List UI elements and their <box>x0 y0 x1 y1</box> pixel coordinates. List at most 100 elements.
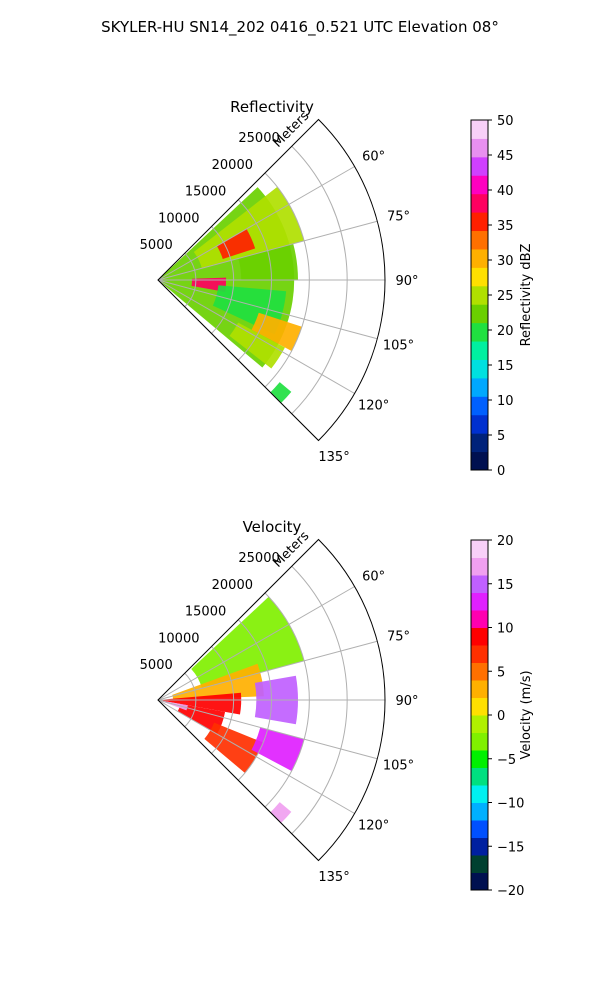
azimuth-spoke-60 <box>157 166 355 281</box>
range-tick-label: 20000 <box>212 578 253 593</box>
colorbar-swatch <box>471 120 488 139</box>
range-tick-label: 5000 <box>140 658 173 673</box>
colorbar-swatch <box>471 855 488 873</box>
colorbar-swatch <box>471 230 488 250</box>
echo-region-7 <box>251 727 305 772</box>
colorbar-tick-label: 0 <box>497 464 505 479</box>
colorbar-swatch <box>471 837 488 856</box>
colorbar-tick-label: 15 <box>497 578 514 593</box>
colorbar-swatch <box>471 750 488 768</box>
colorbar-tick-label: 20 <box>497 534 514 549</box>
echo-region-3 <box>238 243 298 280</box>
colorbar-tick-label: 15 <box>497 359 514 374</box>
azimuth-tick-label: 75° <box>387 630 410 645</box>
colorbar-tick-label: 25 <box>497 289 514 304</box>
colorbar-swatch <box>471 872 488 891</box>
colorbar-swatch <box>471 359 488 379</box>
colorbar-swatch <box>471 575 488 593</box>
colorbar-swatch <box>471 414 488 434</box>
azimuth-spoke-120 <box>157 279 355 394</box>
colorbar-swatch <box>471 248 488 268</box>
colorbar-swatch <box>471 396 488 416</box>
colorbar-tick-label: 35 <box>497 219 514 234</box>
azimuth-tick-label: 105° <box>383 338 414 353</box>
colorbar-swatch <box>471 304 488 324</box>
range-tick-label: 15000 <box>185 185 226 200</box>
echo-region-0 <box>191 596 305 689</box>
colorbar-tick-label: 50 <box>497 114 514 129</box>
azimuth-tick-label: 105° <box>383 758 414 773</box>
echo-region-2 <box>216 228 256 259</box>
colorbar-swatch <box>471 212 488 232</box>
range-tick-label: 25000 <box>238 551 279 566</box>
colorbar-swatch <box>471 715 488 733</box>
azimuth-tick-label: 135° <box>318 870 349 885</box>
range-tick-label: 5000 <box>140 238 173 253</box>
azimuth-spoke-105 <box>157 699 378 760</box>
colorbar-swatch <box>471 680 488 698</box>
colorbar-swatch <box>471 285 488 305</box>
colorbar-tick-label: −15 <box>497 840 524 855</box>
colorbar-tick-label: 10 <box>497 622 514 637</box>
azimuth-tick-label: 75° <box>387 210 410 225</box>
echo-region-5 <box>158 700 188 711</box>
colorbar-swatch <box>471 732 488 751</box>
colorbar-swatch <box>471 592 488 611</box>
azimuth-spoke-75 <box>157 640 378 701</box>
velocity-panel: Velocity 60° 75° 90° 105° 120° 135° 5000 10000 15… <box>140 518 534 899</box>
colorbar-swatch <box>471 820 488 838</box>
echo-region-6 <box>251 312 302 352</box>
colorbar-tick-label: 0 <box>497 709 505 724</box>
figure-title: SKYLER-HU SN14_202 0416_0.521 UTC Elevat… <box>101 18 499 37</box>
colorbar-swatch <box>471 175 488 195</box>
colorbar-swatch <box>471 540 488 558</box>
colorbar-swatch <box>471 341 488 360</box>
colorbar-tick-label: 5 <box>497 665 505 680</box>
range-tick-label: 10000 <box>158 631 199 646</box>
colorbar-swatch <box>471 767 488 786</box>
azimuth-spoke-105 <box>157 279 378 340</box>
azimuth-tick-label: 90° <box>395 274 418 289</box>
colorbar-swatch <box>471 433 488 453</box>
colorbar-swatch <box>471 697 488 716</box>
reflectivity-panel: Reflectivity60°75°90°105°120°135°5000100… <box>140 98 534 479</box>
colorbar-swatch <box>471 451 488 471</box>
azimuth-spoke-75 <box>157 220 378 281</box>
colorbar-swatch <box>471 662 488 681</box>
colorbar-swatch <box>471 610 488 628</box>
colorbar-label: Velocity (m/s) <box>519 670 534 759</box>
range-tick-label: 20000 <box>212 158 253 173</box>
colorbar-swatch <box>471 785 488 803</box>
azimuth-tick-label: 135° <box>318 450 349 465</box>
range-tick-label: 25000 <box>238 131 279 146</box>
echo-region-7 <box>229 322 285 369</box>
range-tick-label: 10000 <box>158 211 199 226</box>
azimuth-tick-label: 60° <box>362 570 385 585</box>
colorbar-tick-label: 10 <box>497 394 514 409</box>
echo-region-4 <box>191 277 227 292</box>
azimuth-spoke-120 <box>157 699 355 814</box>
colorbar-tick-label: 40 <box>497 184 514 199</box>
panel-title: Velocity <box>243 518 302 536</box>
colorbar-tick-label: 5 <box>497 429 505 444</box>
colorbar-tick-label: 20 <box>497 324 514 339</box>
colorbar-swatch <box>471 627 488 646</box>
azimuth-tick-label: 120° <box>358 399 389 414</box>
colorbar-swatch <box>471 377 488 397</box>
colorbar-swatch <box>471 802 488 821</box>
sector-frame <box>157 118 386 442</box>
colorbar-swatch <box>471 156 488 176</box>
azimuth-spoke-60 <box>157 586 355 701</box>
colorbar-swatch <box>471 193 488 213</box>
panel-title: Reflectivity <box>230 98 314 116</box>
echo-region-8 <box>270 382 292 404</box>
echo-region-8 <box>270 802 292 824</box>
azimuth-tick-label: 60° <box>362 150 385 165</box>
echo-region-2 <box>158 692 242 715</box>
colorbar-swatch <box>471 138 488 158</box>
colorbar-swatch <box>471 557 488 576</box>
azimuth-tick-label: 90° <box>395 694 418 709</box>
colorbar-tick-label: 45 <box>497 149 514 164</box>
colorbar-tick-label: −10 <box>497 797 524 812</box>
